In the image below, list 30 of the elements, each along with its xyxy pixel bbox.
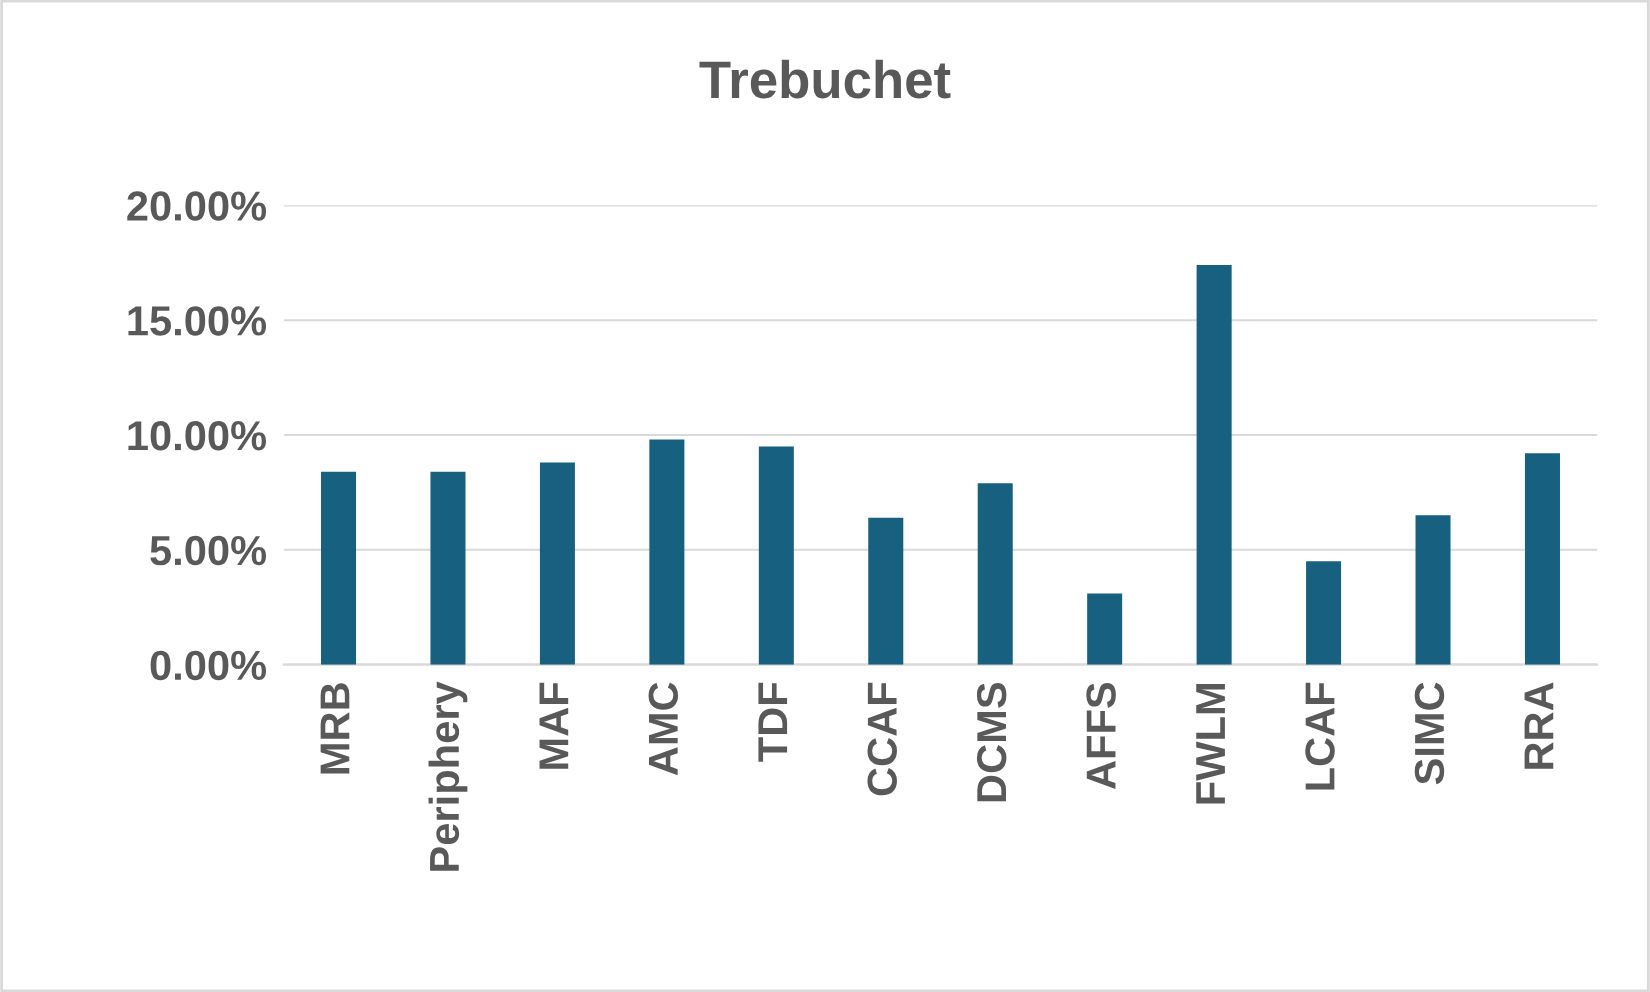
chart-title: Trebuchet [699, 59, 951, 99]
bar [649, 439, 685, 665]
bar [1306, 561, 1342, 665]
bar [321, 471, 357, 665]
y-tick-label: 20.00% [127, 191, 267, 221]
x-tick-label: DCMS [976, 682, 1007, 802]
bar [1087, 593, 1123, 665]
x-tick-label: MAF [539, 682, 569, 769]
bar [539, 462, 575, 665]
x-tick-label: FWLM [1196, 684, 1225, 804]
x-tick-label: AFFS [1086, 682, 1116, 790]
x-tick-label: MRB [320, 683, 350, 774]
bar [1524, 453, 1560, 665]
bar [1196, 265, 1232, 665]
bar [758, 446, 794, 665]
x-tick-label: RRA [1524, 682, 1554, 769]
bar [868, 517, 904, 665]
bar [1415, 515, 1451, 665]
y-tick-label: 15.00% [128, 306, 267, 336]
bar [977, 483, 1013, 665]
x-tick-label: TDF [758, 682, 788, 762]
x-tick-label: AMC [648, 682, 679, 776]
y-tick-label: 5.00% [150, 535, 267, 566]
x-tick-label: Periphery [428, 681, 468, 871]
bar [430, 471, 466, 665]
x-tick-label: LCAF [1305, 682, 1335, 790]
x-tick-label: SIMC [1414, 682, 1445, 785]
y-tick-label: 0.00% [150, 650, 267, 681]
x-tick-label: CCAF [867, 682, 897, 796]
y-tick-label: 10.00% [128, 420, 267, 451]
